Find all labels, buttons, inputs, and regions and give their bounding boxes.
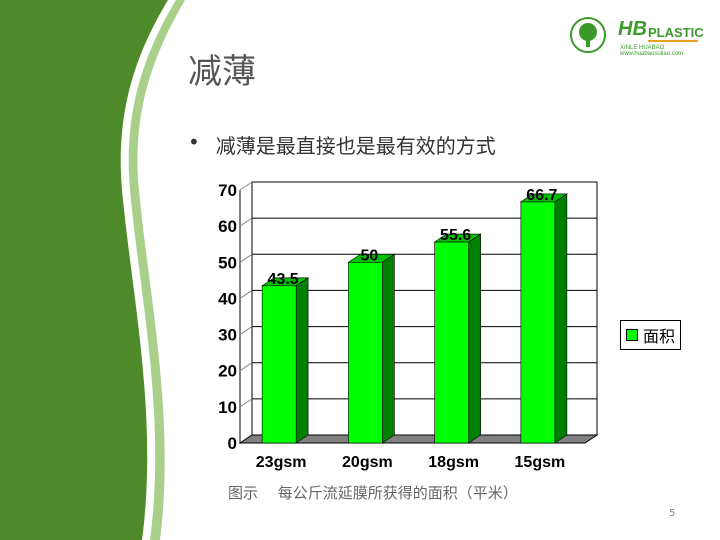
gridline-diagonal xyxy=(239,398,253,408)
y-tick-label: 20 xyxy=(218,362,237,381)
bar-side xyxy=(468,233,481,444)
bullet-item: • 减薄是最直接也是最有效的方式 xyxy=(188,130,496,159)
y-tick-label: 70 xyxy=(218,181,237,200)
data-label: 50 xyxy=(360,247,378,264)
gridline-diagonal xyxy=(239,181,253,191)
bar xyxy=(348,261,383,444)
y-tick-label: 30 xyxy=(218,326,237,345)
x-tick-label: 15gsm xyxy=(515,454,566,471)
logo-underline xyxy=(648,40,698,42)
page-number: 5 xyxy=(669,508,676,519)
x-tick-label: 18gsm xyxy=(428,454,479,471)
gridline-diagonal xyxy=(239,253,253,263)
data-label: 55.6 xyxy=(440,227,471,244)
bar xyxy=(261,285,297,444)
bar xyxy=(520,201,556,444)
y-tick-label: 0 xyxy=(228,434,237,453)
data-label: 66.7 xyxy=(526,187,557,204)
legend-label: 面积 xyxy=(643,327,676,346)
bar-side xyxy=(382,253,395,444)
x-tick-label: 20gsm xyxy=(342,454,393,471)
bar-side xyxy=(554,193,568,444)
x-tick-label: 23gsm xyxy=(256,454,307,471)
y-tick-label: 40 xyxy=(218,289,237,308)
logo-brand: HB xyxy=(618,18,647,40)
bar-side xyxy=(295,277,309,444)
gridline-diagonal xyxy=(239,362,253,372)
data-label: 43.5 xyxy=(268,271,299,288)
legend: 面积 xyxy=(620,320,682,350)
bullet-text: 减薄是最直接也是最有效的方式 xyxy=(215,134,496,158)
y-tick-label: 10 xyxy=(218,398,237,417)
gridline-diagonal xyxy=(239,326,253,335)
bar xyxy=(434,241,469,444)
logo-sub: XINLE HUABAO www.huabaosuliao.com xyxy=(620,45,684,57)
y-tick-label: 50 xyxy=(218,253,237,272)
chart-floor xyxy=(238,434,599,444)
company-logo: HB PLASTIC XINLE HUABAO www.huabaosuliao… xyxy=(568,16,704,57)
green-decoration xyxy=(0,0,185,540)
chart-caption: 图示 每公斤流延膜所获得的面积（平米） xyxy=(228,484,518,502)
bullet-icon: • xyxy=(188,130,200,154)
tree-emblem-icon xyxy=(570,17,606,53)
y-tick-label: 60 xyxy=(218,217,237,236)
logo-suffix: PLASTIC xyxy=(648,25,704,40)
slide-title: 减薄 xyxy=(188,52,256,92)
gridline-diagonal xyxy=(239,290,253,299)
gridline-diagonal xyxy=(239,217,253,227)
legend-swatch xyxy=(626,329,638,341)
